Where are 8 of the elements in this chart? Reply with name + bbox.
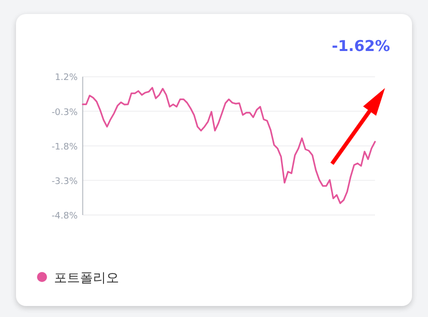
y-tick-label: 1.2% [54,73,78,84]
y-tick-label: -0.3% [52,108,78,118]
legend-label: 포트폴리오 [54,271,119,286]
y-tick-label: -4.8% [52,212,78,222]
text: -1.62% [332,37,390,55]
y-tick-label: -3.3% [52,176,78,187]
y-tick-label: -1.8% [52,142,78,152]
line-series [82,86,376,204]
